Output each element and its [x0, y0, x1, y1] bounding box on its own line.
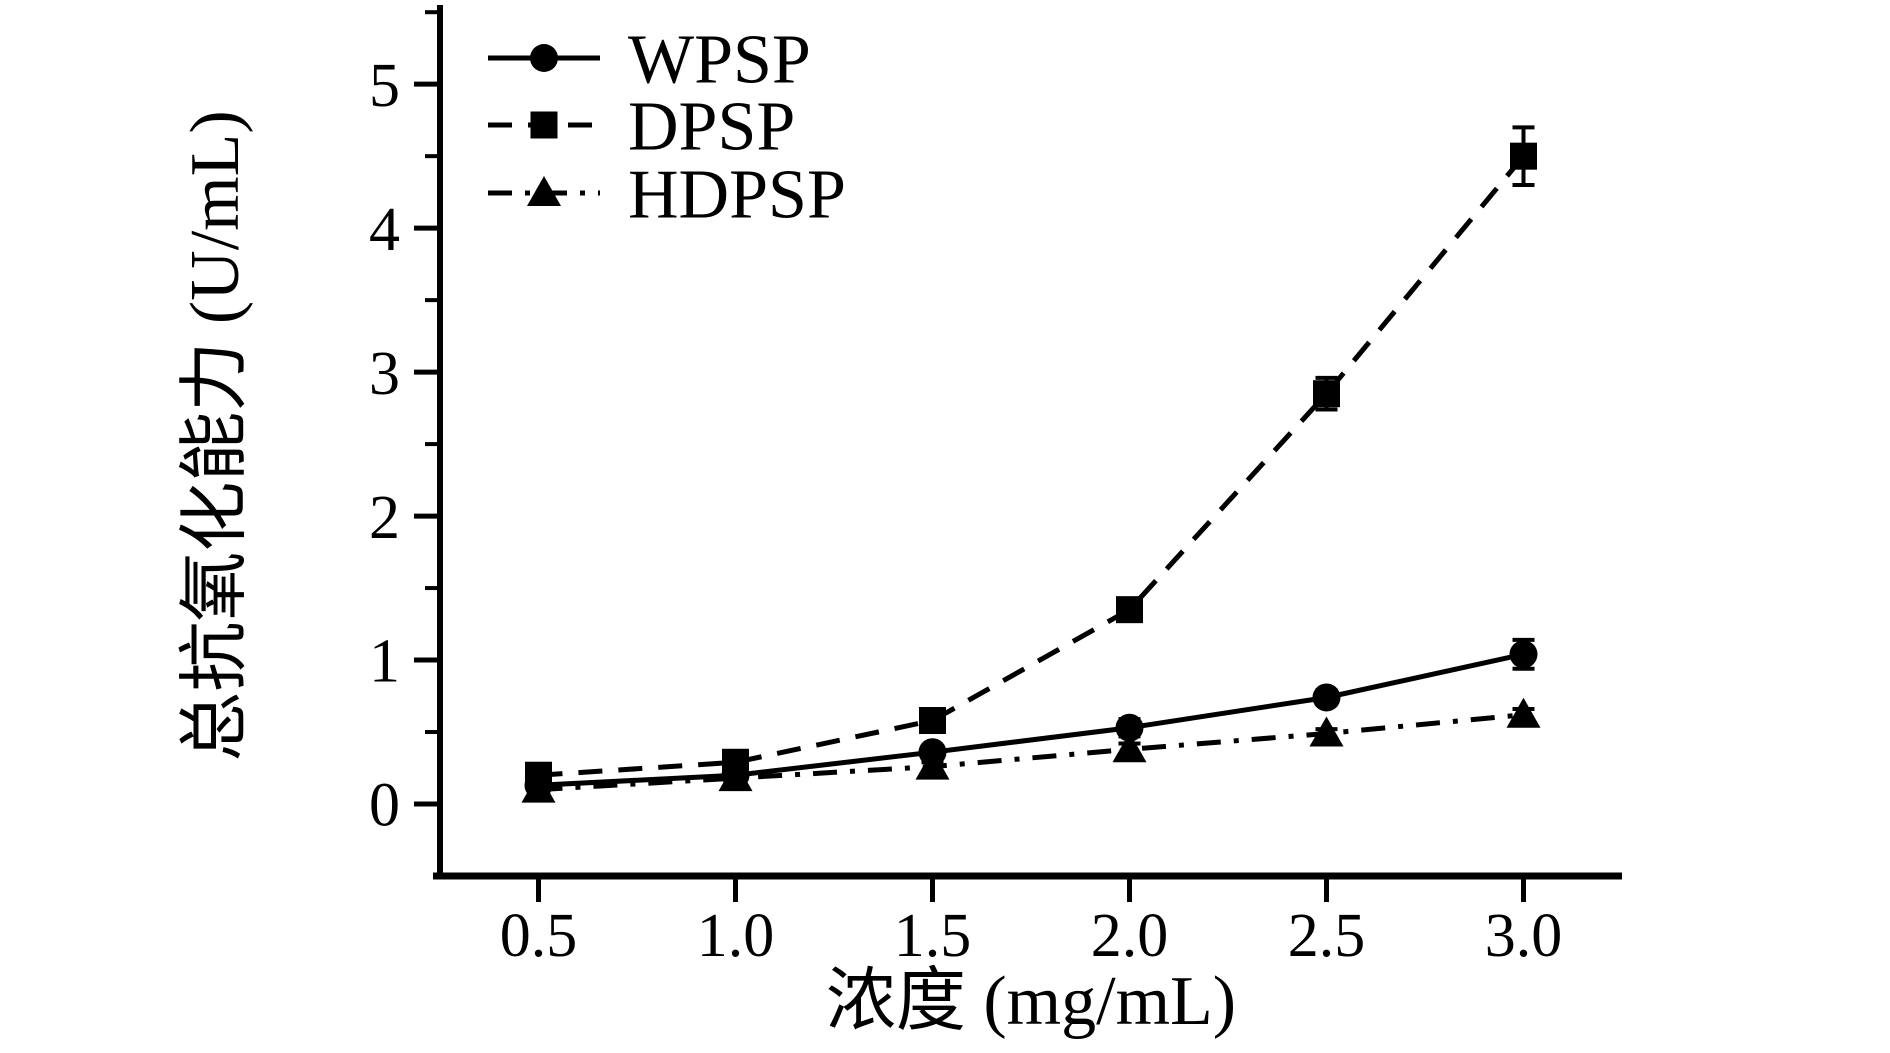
legend-label: HDPSP [628, 157, 846, 234]
y-tick-label: 2 [369, 484, 400, 552]
y-axis-title: 总抗氧化能力 (U/mL) [177, 110, 254, 761]
series-line-dpsp [538, 154, 1526, 778]
hdpsp-triangle-marker-icon [915, 749, 950, 780]
x-tick-label: 2.5 [1288, 902, 1366, 970]
legend-label: WPSP [628, 22, 811, 99]
dpsp-square-marker-icon [1510, 142, 1537, 170]
x-tick-label: 3.0 [1485, 902, 1563, 970]
legend-item-wpsp: WPSP [488, 22, 811, 99]
legend-label: DPSP [628, 89, 795, 166]
legend-circle-marker-icon [530, 44, 558, 72]
x-tick-label: 1.0 [697, 902, 775, 970]
dpsp-square-marker-icon [1116, 596, 1143, 624]
legend-item-hdpsp: HDPSP [488, 157, 846, 234]
y-tick-label: 1 [369, 628, 400, 696]
hdpsp-triangle-marker-icon [1506, 697, 1541, 728]
y-tick-label: 3 [369, 340, 400, 408]
x-tick-label: 0.5 [500, 902, 578, 970]
y-tick-label: 5 [369, 52, 400, 120]
hdpsp-triangle-marker-icon [1112, 732, 1147, 763]
legend-square-marker-icon [530, 111, 558, 139]
hdpsp-triangle-marker-icon [1309, 716, 1344, 747]
wpsp-circle-marker-icon [1509, 640, 1538, 669]
legend-triangle-marker-icon [527, 176, 561, 206]
dpsp-square-marker-icon [1313, 380, 1340, 408]
wpsp-circle-marker-icon [1115, 713, 1144, 742]
hdpsp-triangle-marker-icon [718, 761, 753, 792]
hdpsp-triangle-marker-icon [521, 772, 556, 803]
x-tick-label: 2.0 [1091, 902, 1169, 970]
legend-item-dpsp: DPSP [488, 89, 795, 166]
series-line-wpsp [538, 651, 1525, 788]
y-tick-label: 0 [369, 772, 400, 840]
x-tick-label: 1.5 [894, 902, 972, 970]
y-tick-label: 4 [369, 196, 400, 264]
dpsp-square-marker-icon [919, 707, 946, 735]
wpsp-circle-marker-icon [1312, 683, 1341, 712]
x-axis-title: 浓度 (mg/mL) [826, 963, 1236, 1040]
